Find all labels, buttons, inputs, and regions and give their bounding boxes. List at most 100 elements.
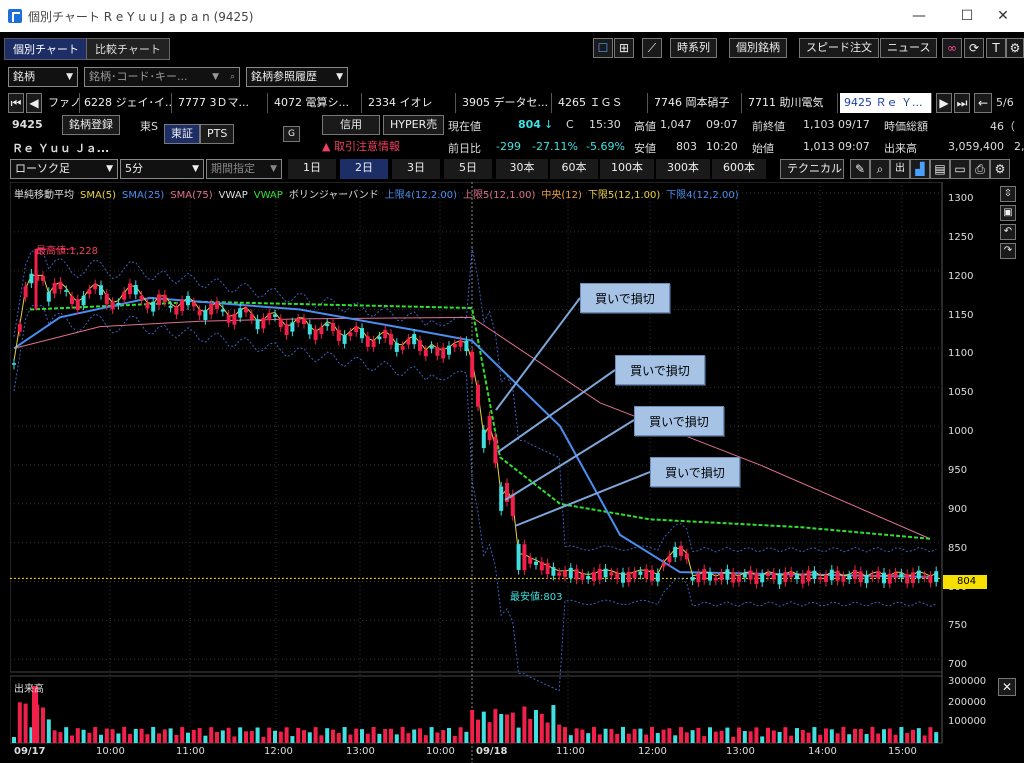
stock-tab[interactable]: 6228 ジェイ･イ...: [80, 93, 172, 113]
candle-body: [365, 336, 370, 347]
range-button[interactable]: 3日: [392, 159, 440, 179]
range-button[interactable]: 1日: [288, 159, 336, 179]
stock-tab[interactable]: 4072 電算シ...: [270, 93, 362, 113]
lock-icon[interactable]: ▣: [1000, 205, 1016, 221]
volume-bar: [215, 731, 219, 743]
text-icon[interactable]: T: [986, 38, 1006, 58]
candle-body: [928, 575, 933, 583]
callout-3: 買いで損切: [634, 406, 724, 436]
history-select[interactable]: 銘柄参照履歴 ▼: [246, 67, 348, 87]
back-icon[interactable]: ←: [974, 93, 992, 113]
candle-body: [563, 570, 567, 577]
volume-toggle-icon[interactable]: 出: [890, 159, 910, 179]
maximize-button[interactable]: ☐: [960, 8, 974, 24]
volume-bar: [151, 727, 156, 743]
hyper-sell-button[interactable]: HYPER売: [383, 115, 445, 135]
candle-body: [52, 282, 57, 294]
volume-bar: [238, 727, 243, 743]
stock-tab[interactable]: 9425 Ｒｅ Ｙ...: [840, 93, 932, 113]
period-select[interactable]: 期間指定 ▼: [206, 159, 282, 179]
gear-icon[interactable]: ⚙: [990, 159, 1010, 179]
close-volume-icon[interactable]: ✕: [998, 678, 1016, 696]
range-button[interactable]: 100本: [600, 159, 654, 179]
legend-sma75: SMA(75): [170, 190, 213, 201]
volume-bar: [789, 735, 794, 743]
search-input[interactable]: 銘柄･コード･キー... ▼ ⌕: [84, 67, 240, 87]
redo-icon[interactable]: ↷: [1000, 243, 1016, 259]
range-button[interactable]: 60本: [550, 159, 598, 179]
kind-select[interactable]: 銘柄 ▼: [8, 67, 78, 87]
interval-select[interactable]: 5分 ▼: [120, 159, 204, 179]
volume-bar: [708, 727, 712, 743]
chart-style-icon[interactable]: ▟: [910, 159, 930, 179]
speed-order-button[interactable]: スピード注文: [799, 38, 879, 58]
candle-body: [418, 340, 422, 351]
range-button[interactable]: 300本: [656, 159, 710, 179]
range-button[interactable]: 5日: [444, 159, 492, 179]
candle-body: [452, 344, 457, 348]
range-button[interactable]: 600本: [712, 159, 766, 179]
candle-body: [58, 281, 63, 290]
prev-icon[interactable]: ◀: [26, 93, 42, 113]
candle-body: [731, 572, 736, 583]
stock-tab[interactable]: 2334 イオレ: [364, 93, 456, 113]
zoom-icon[interactable]: ⌕: [870, 159, 890, 179]
high-time: 09:07: [706, 118, 738, 131]
technical-button[interactable]: テクニカル: [780, 159, 844, 179]
folder-icon[interactable]: ▭: [950, 159, 970, 179]
volume-bar: [476, 719, 480, 743]
candle-body: [220, 309, 225, 312]
next-icon[interactable]: ▶: [936, 93, 952, 113]
volume-bar: [302, 730, 306, 743]
single-layout-icon[interactable]: ☐: [593, 38, 613, 58]
candle-body: [783, 572, 788, 583]
collapse-icon[interactable]: ⇳: [1000, 186, 1016, 202]
stock-tab[interactable]: ファノ: [44, 93, 80, 113]
chart-area[interactable]: [10, 182, 1022, 763]
range-button[interactable]: 2日: [340, 159, 388, 179]
tab-individual-chart[interactable]: 個別チャート: [4, 38, 88, 60]
undo-icon[interactable]: ↶: [1000, 224, 1016, 240]
candle-body: [383, 329, 388, 339]
line-tool-icon[interactable]: ⟋: [642, 38, 662, 58]
register-button[interactable]: 銘柄登録: [62, 115, 120, 135]
stock-tab[interactable]: 4265 ＩＧＳ: [554, 93, 648, 113]
first-icon[interactable]: ⏮: [8, 93, 24, 113]
settings-icon[interactable]: ⚙: [1006, 38, 1024, 58]
print-icon[interactable]: ⎙: [970, 159, 990, 179]
minimize-button[interactable]: —: [912, 8, 926, 24]
grid-layout-icon[interactable]: ⊞: [614, 38, 634, 58]
pen-icon[interactable]: ✎: [850, 159, 870, 179]
candle-body: [609, 572, 614, 576]
last-icon[interactable]: ⏭: [954, 93, 970, 113]
candle-body: [806, 570, 811, 582]
stock-button[interactable]: 個別銘柄: [729, 38, 787, 58]
volume-bar: [528, 718, 533, 743]
candle-body: [470, 351, 475, 378]
volume-bar: [818, 734, 823, 743]
credit-button[interactable]: 信用: [322, 115, 380, 135]
stock-tab[interactable]: 3905 データセ...: [458, 93, 552, 113]
stock-tab[interactable]: 7711 助川電気: [744, 93, 838, 113]
refresh-icon[interactable]: ⟳: [964, 38, 984, 58]
close-button[interactable]: ✕: [997, 8, 1009, 24]
timeseries-button[interactable]: 時系列: [670, 38, 717, 58]
candle-body: [824, 574, 828, 582]
candle-body: [412, 334, 417, 345]
tab-compare-chart[interactable]: 比較チャート: [86, 38, 170, 60]
stock-tab[interactable]: 7746 岡本硝子: [650, 93, 742, 113]
sma25-line: [13, 296, 931, 578]
candle-body: [290, 322, 295, 332]
warning-link[interactable]: ▲ 取引注意情報: [322, 140, 400, 153]
chart-type-select[interactable]: ローソク足 ▼: [10, 159, 118, 179]
market-tab-tse[interactable]: 東証: [164, 124, 200, 144]
candle-body: [255, 319, 260, 330]
candle-body: [528, 557, 533, 564]
volume-bar: [429, 727, 434, 743]
news-button[interactable]: ニュース: [880, 38, 938, 58]
market-tab-pts[interactable]: PTS: [200, 124, 235, 144]
link-icon[interactable]: ∞: [942, 38, 962, 58]
save-icon[interactable]: ▤: [930, 159, 950, 179]
stock-tab[interactable]: 7777 3Ｄマ...: [174, 93, 268, 113]
range-button[interactable]: 30本: [496, 159, 548, 179]
